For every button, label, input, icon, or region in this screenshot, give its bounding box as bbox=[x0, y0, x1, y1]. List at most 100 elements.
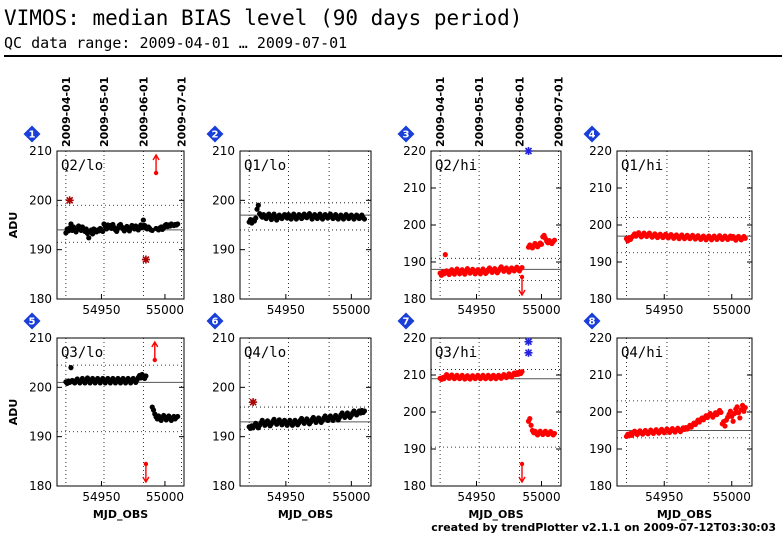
data-point bbox=[361, 408, 368, 414]
panel-6: 180 190 200 210 54950 55000 6 Q4/lo MJD_OBS bbox=[206, 312, 372, 521]
panel-badge-number: 7 bbox=[403, 317, 410, 328]
panel-label: Q4/hi bbox=[621, 345, 663, 361]
date-label: 2009-06-01 bbox=[137, 77, 150, 147]
y-axis-label: ADU bbox=[7, 399, 20, 426]
x-tick-label: 54950 bbox=[82, 303, 120, 317]
y-tick-label: 180 bbox=[589, 479, 612, 493]
y-tick-label: 210 bbox=[29, 331, 52, 345]
y-tick-label: 190 bbox=[403, 442, 426, 456]
panel-3: 180 190 200 210 220 54950 55000 2009-04-01 2009-… bbox=[397, 77, 565, 317]
y-tick-label: 190 bbox=[212, 430, 235, 444]
page-title: VIMOS: median BIAS level (90 days period… bbox=[4, 6, 523, 30]
panel-5: 180 190 200 210 54950 55000 5 Q3/lo ADU MJD_OBS bbox=[7, 312, 185, 521]
date-label: 2009-05-01 bbox=[98, 77, 111, 147]
panel-1: 180 190 200 210 54950 55000 2009-04-01 2009-05-… bbox=[7, 77, 188, 317]
credit-line: created by trendPlotter v2.1.1 on 2009-0… bbox=[431, 521, 776, 534]
data-point bbox=[718, 409, 724, 415]
panel-2: 180 190 200 210 54950 55000 2 Q1/lo bbox=[206, 125, 372, 317]
y-tick-label: 180 bbox=[212, 479, 235, 493]
offscale-arrow bbox=[151, 340, 159, 363]
outlier-star bbox=[524, 147, 533, 155]
y-tick-label: 180 bbox=[29, 479, 52, 493]
y-tick-label: 200 bbox=[403, 218, 426, 232]
outlier-star bbox=[141, 255, 150, 264]
outlier-star-stroke bbox=[524, 338, 533, 346]
x-axis-label: MJD_OBS bbox=[657, 508, 712, 521]
data-point bbox=[519, 369, 525, 375]
data-point bbox=[361, 216, 368, 222]
panel-badge-number: 8 bbox=[589, 317, 596, 328]
x-tick-label: 55000 bbox=[146, 490, 184, 504]
panel-label: Q1/hi bbox=[621, 158, 663, 174]
y-tick-label: 190 bbox=[589, 442, 612, 456]
y-tick-label: 200 bbox=[589, 218, 612, 232]
panel-badge-number: 2 bbox=[212, 130, 219, 141]
data-point bbox=[140, 217, 146, 223]
y-tick-label: 210 bbox=[589, 181, 612, 195]
x-tick-label: 55000 bbox=[146, 303, 184, 317]
panel-badge-number: 6 bbox=[212, 317, 219, 328]
data-point bbox=[527, 416, 533, 422]
x-tick-label: 55000 bbox=[713, 303, 751, 317]
outlier-star-stroke bbox=[66, 196, 74, 204]
data-point bbox=[83, 226, 89, 232]
panel-label: Q2/lo bbox=[61, 158, 103, 174]
x-axis-label: MJD_OBS bbox=[468, 508, 523, 521]
y-tick-label: 180 bbox=[29, 292, 52, 306]
data-point bbox=[519, 264, 525, 271]
x-tick-label: 55000 bbox=[522, 490, 560, 504]
panel-frame bbox=[239, 150, 372, 300]
date-label: 2009-04-01 bbox=[434, 77, 447, 147]
y-tick-label: 180 bbox=[403, 479, 426, 493]
y-tick-label: 190 bbox=[29, 430, 52, 444]
y-tick-label: 200 bbox=[29, 193, 52, 207]
outlier-star-stroke bbox=[524, 147, 533, 155]
outlier-star bbox=[249, 398, 258, 407]
panel-frame bbox=[239, 337, 372, 487]
outlier-star bbox=[524, 337, 533, 346]
data-point bbox=[528, 422, 534, 428]
offscale-arrow bbox=[142, 461, 150, 484]
data-point bbox=[551, 237, 558, 243]
y-tick-label: 210 bbox=[212, 144, 235, 158]
date-label: 2009-05-01 bbox=[473, 77, 486, 147]
date-label: 2009-06-01 bbox=[513, 77, 526, 147]
y-tick-label: 200 bbox=[589, 405, 612, 419]
outlier-star-stroke bbox=[142, 255, 150, 264]
x-tick-label: 54950 bbox=[267, 490, 305, 504]
data-point bbox=[68, 365, 74, 371]
x-tick-label: 55000 bbox=[713, 490, 751, 504]
y-tick-label: 200 bbox=[403, 405, 426, 419]
y-tick-label: 180 bbox=[589, 292, 612, 306]
data-point bbox=[150, 407, 157, 413]
y-tick-label: 220 bbox=[589, 331, 612, 345]
panel-badge bbox=[583, 125, 601, 143]
data-point bbox=[86, 235, 92, 241]
offscale-arrow-head bbox=[152, 153, 160, 161]
data-point bbox=[254, 206, 260, 212]
data-point bbox=[442, 252, 448, 258]
panel-badge-number: 3 bbox=[403, 130, 410, 141]
panel-frame bbox=[56, 337, 185, 487]
x-tick-label: 54950 bbox=[645, 303, 683, 317]
offscale-arrow-head bbox=[518, 289, 526, 297]
offscale-arrow-head bbox=[142, 476, 150, 484]
data-point bbox=[742, 404, 748, 411]
y-tick-label: 200 bbox=[212, 193, 235, 207]
y-tick-label: 210 bbox=[29, 144, 52, 158]
panel-label: Q2/hi bbox=[435, 158, 477, 174]
data-point bbox=[737, 415, 743, 421]
data-point bbox=[734, 404, 740, 410]
x-tick-label: 54950 bbox=[82, 490, 120, 504]
data-point bbox=[253, 215, 259, 221]
outlier-star-stroke bbox=[524, 349, 533, 357]
y-tick-label: 190 bbox=[403, 255, 426, 269]
y-tick-label: 210 bbox=[403, 368, 426, 382]
y-tick-label: 190 bbox=[212, 243, 235, 257]
y-tick-label: 210 bbox=[212, 331, 235, 345]
y-tick-label: 220 bbox=[403, 144, 426, 158]
data-point bbox=[100, 228, 106, 235]
data-point bbox=[742, 235, 748, 241]
data-point bbox=[722, 423, 728, 429]
